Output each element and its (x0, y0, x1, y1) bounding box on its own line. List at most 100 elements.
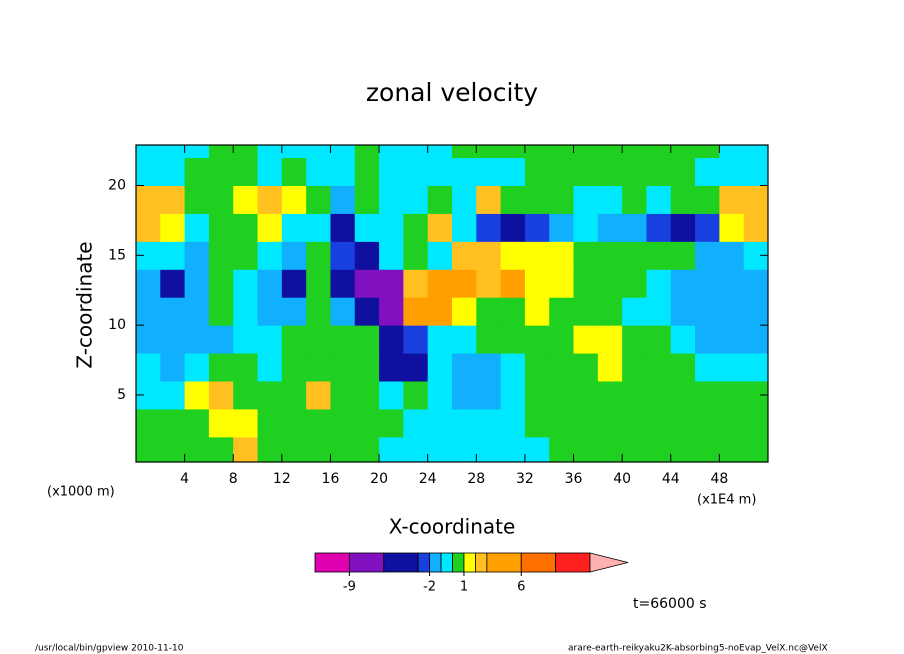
field-cell (500, 145, 526, 159)
field-cell (330, 241, 356, 270)
field-cell (573, 408, 599, 438)
x-tick-label: 16 (322, 471, 340, 487)
field-cell (330, 297, 356, 326)
field-cell (306, 353, 331, 382)
field-cell (573, 353, 599, 382)
x-tick-label: 8 (229, 471, 238, 487)
field-cell (549, 185, 575, 214)
field-cell (136, 408, 161, 438)
field-cell (524, 408, 550, 438)
field-cell (427, 269, 453, 298)
field-cell (646, 325, 672, 354)
field-cell (719, 213, 745, 242)
y-tick-label: 10 (108, 317, 126, 333)
field-cell (160, 145, 186, 159)
field-cell (354, 213, 380, 242)
field-cell (476, 381, 502, 410)
field-cell (160, 241, 186, 270)
field-cell (160, 353, 186, 382)
field-cell (184, 408, 210, 438)
field-cell (670, 269, 696, 298)
colorbar-segment (429, 552, 442, 573)
field-cell (743, 436, 768, 462)
footer-left: /usr/local/bin/gpview 2010-11-10 (35, 644, 184, 654)
field-cell (549, 241, 575, 270)
field-cell (500, 408, 526, 438)
x-tick-label: 40 (613, 471, 631, 487)
field-cell (233, 353, 259, 382)
field-cell (136, 145, 161, 159)
field-cell (233, 269, 259, 298)
x-tick-label: 20 (370, 471, 388, 487)
field-cell (136, 269, 161, 298)
field-cell (281, 325, 307, 354)
field-cell (524, 145, 550, 159)
field-cell (281, 408, 307, 438)
field-cell (330, 185, 356, 214)
field-cell (646, 185, 672, 214)
field-cell (476, 436, 502, 462)
field-cell (427, 185, 453, 214)
x-tick-label: 48 (710, 471, 728, 487)
field-cell (524, 325, 550, 354)
colorbar-extension (589, 552, 629, 573)
field-cell (379, 269, 404, 298)
field-cell (646, 157, 672, 186)
field-cell (281, 157, 307, 186)
field-cell (233, 381, 259, 410)
x-tick-label: 36 (565, 471, 583, 487)
field-cell (403, 269, 429, 298)
field-cell (622, 185, 647, 214)
field-cell (573, 145, 599, 159)
field-cell (403, 436, 429, 462)
field-cell (549, 353, 575, 382)
x-tick-label: 32 (516, 471, 534, 487)
field-cell (160, 436, 186, 462)
field-cell (403, 145, 429, 159)
field-cell (281, 436, 307, 462)
x-tick-label: 44 (662, 471, 680, 487)
field-cell (281, 185, 307, 214)
field-cell (281, 381, 307, 410)
field-cell (646, 353, 672, 382)
field-cell (233, 297, 259, 326)
y-tick-label: 15 (108, 247, 126, 263)
field-cell (233, 157, 259, 186)
time-annotation: t=66000 s (633, 596, 707, 612)
field-cell (597, 269, 623, 298)
field-cell (184, 213, 210, 242)
field-cell (524, 241, 550, 270)
field-cell (208, 436, 234, 462)
field-cell (622, 269, 647, 298)
colorbar-tick-label: 6 (517, 580, 525, 595)
field-cell (597, 325, 623, 354)
field-cell (670, 185, 696, 214)
field-cell (622, 353, 647, 382)
field-cell (500, 381, 526, 410)
colorbar-segment (314, 552, 350, 573)
field-cell (622, 157, 647, 186)
field-cell (306, 269, 331, 298)
field-cell (622, 408, 647, 438)
colorbar-segment (452, 552, 465, 573)
field-cell (281, 145, 307, 159)
field-cell (476, 325, 502, 354)
field-cell (184, 353, 210, 382)
field-cell (427, 325, 453, 354)
field-cell (476, 353, 502, 382)
field-cell (379, 325, 404, 354)
field-cell (524, 381, 550, 410)
field-cell (719, 325, 745, 354)
field-cell (208, 353, 234, 382)
field-cell (257, 436, 283, 462)
field-cell (719, 353, 745, 382)
field-cell (257, 213, 283, 242)
field-cell (524, 157, 550, 186)
field-cell (646, 213, 672, 242)
field-cell (597, 241, 623, 270)
y-tick-label: 5 (117, 387, 126, 403)
field-cell (306, 213, 331, 242)
colorbar-tick-label: -9 (343, 580, 356, 595)
